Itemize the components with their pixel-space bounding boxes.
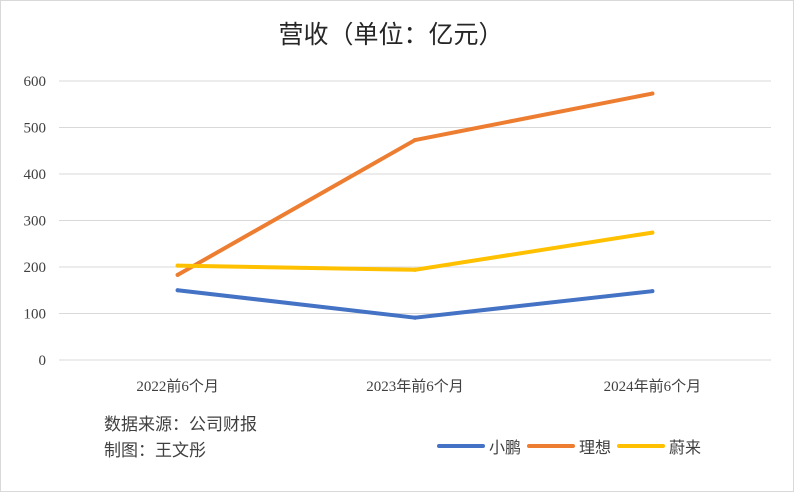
- data-point: [650, 91, 655, 96]
- x-tick-label: 2022前6个月: [136, 378, 219, 395]
- series-lines: [175, 91, 655, 320]
- data-point: [413, 315, 417, 320]
- data-point: [413, 267, 417, 272]
- data-point: [175, 263, 180, 268]
- y-tick-label: 0: [39, 353, 47, 369]
- legend-swatch: [437, 444, 485, 448]
- x-tick-label: 2023年前6个月: [366, 378, 464, 395]
- y-axis-ticks: 0 100 200 300 400 500 600: [24, 74, 47, 369]
- legend-label: 蔚来: [669, 438, 702, 457]
- legend-label: 理想: [579, 438, 612, 457]
- series-1: [175, 288, 655, 320]
- y-tick-label: 600: [24, 74, 47, 90]
- data-point: [650, 230, 655, 235]
- series-segment: [175, 138, 417, 277]
- series-segment: [413, 289, 655, 320]
- x-axis-ticks: 2022前6个月 2023年前6个月 2024年前6个月: [136, 378, 701, 395]
- series-segment: [413, 91, 655, 143]
- legend-swatch: [527, 444, 576, 448]
- legend-item: 理想: [527, 434, 611, 458]
- source-note: 数据来源：公司财报: [104, 415, 257, 435]
- series-segment: [413, 230, 655, 272]
- data-point: [175, 272, 180, 277]
- legend-item: 小鹏: [437, 434, 521, 458]
- series-segment: [175, 263, 417, 272]
- y-tick-label: 200: [24, 260, 47, 276]
- y-tick-label: 400: [24, 167, 47, 183]
- chart-title: 营收（单位：亿元）: [278, 20, 503, 49]
- y-tick-label: 500: [24, 121, 47, 137]
- data-point: [413, 138, 417, 143]
- legend-item: 蔚来: [617, 434, 701, 458]
- author-note: 制图：王文彤: [104, 441, 206, 461]
- data-point: [175, 288, 180, 293]
- x-tick-label: 2024年前6个月: [604, 378, 702, 395]
- series-2: [175, 91, 655, 277]
- legend-label: 小鹏: [489, 438, 522, 457]
- legend-swatch: [617, 444, 666, 448]
- chart-legend: 小鹏 理想 蔚来: [437, 434, 707, 458]
- series-segment: [175, 288, 417, 320]
- y-tick-label: 300: [24, 214, 47, 230]
- series-3: [175, 230, 655, 272]
- data-point: [650, 289, 655, 294]
- y-tick-label: 100: [24, 307, 47, 323]
